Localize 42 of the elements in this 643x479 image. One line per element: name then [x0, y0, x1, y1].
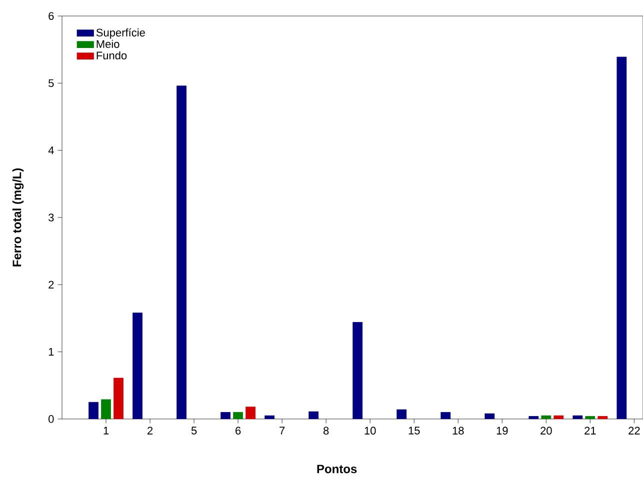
bar: [114, 378, 124, 419]
bar: [440, 412, 451, 419]
x-tick-label: 2: [148, 426, 153, 434]
legend-label: Superfície: [96, 28, 145, 39]
x-tick-label: 22: [628, 426, 640, 434]
y-tick-label: 3: [48, 214, 54, 222]
x-tick-label: 10: [364, 426, 376, 435]
y-tick-label: 6: [48, 12, 54, 20]
bar: [554, 415, 564, 419]
legend-label: Fundo: [96, 51, 127, 60]
x-tick-label: 18: [452, 426, 464, 435]
x-tick-label: 19: [496, 426, 508, 435]
bar: [352, 322, 363, 419]
y-tick-label: 0: [48, 415, 54, 423]
x-tick-label: 21: [584, 426, 596, 434]
y-axis-title: Ferro total (mg/L): [12, 168, 24, 266]
y-tick-label: 2: [48, 280, 54, 288]
bar: [528, 416, 539, 419]
x-tick-label: 1: [104, 426, 109, 434]
bar: [220, 412, 231, 419]
bar: [616, 56, 627, 419]
bar: [308, 411, 319, 419]
x-tick-label: 5: [191, 426, 197, 434]
y-tick-label: 1: [48, 348, 54, 356]
bar: [264, 415, 275, 419]
y-tick-label: 4: [48, 146, 54, 154]
bar: [132, 312, 142, 419]
bar: [176, 86, 186, 419]
x-tick-label: 6: [236, 426, 241, 435]
y-tick-label: 5: [48, 79, 54, 88]
x-tick-label: 20: [540, 426, 552, 435]
bar: [88, 402, 98, 419]
bar: [246, 406, 256, 419]
x-tick-label: 8: [324, 426, 329, 435]
x-tick-label: 7: [280, 426, 285, 434]
bar: [598, 416, 608, 419]
bar: [484, 413, 495, 419]
bar: [396, 409, 407, 419]
x-tick-label: 15: [408, 426, 420, 434]
bar: [572, 415, 583, 419]
legend-label: Meio: [96, 40, 120, 48]
x-axis-title: Pontos: [317, 464, 357, 474]
